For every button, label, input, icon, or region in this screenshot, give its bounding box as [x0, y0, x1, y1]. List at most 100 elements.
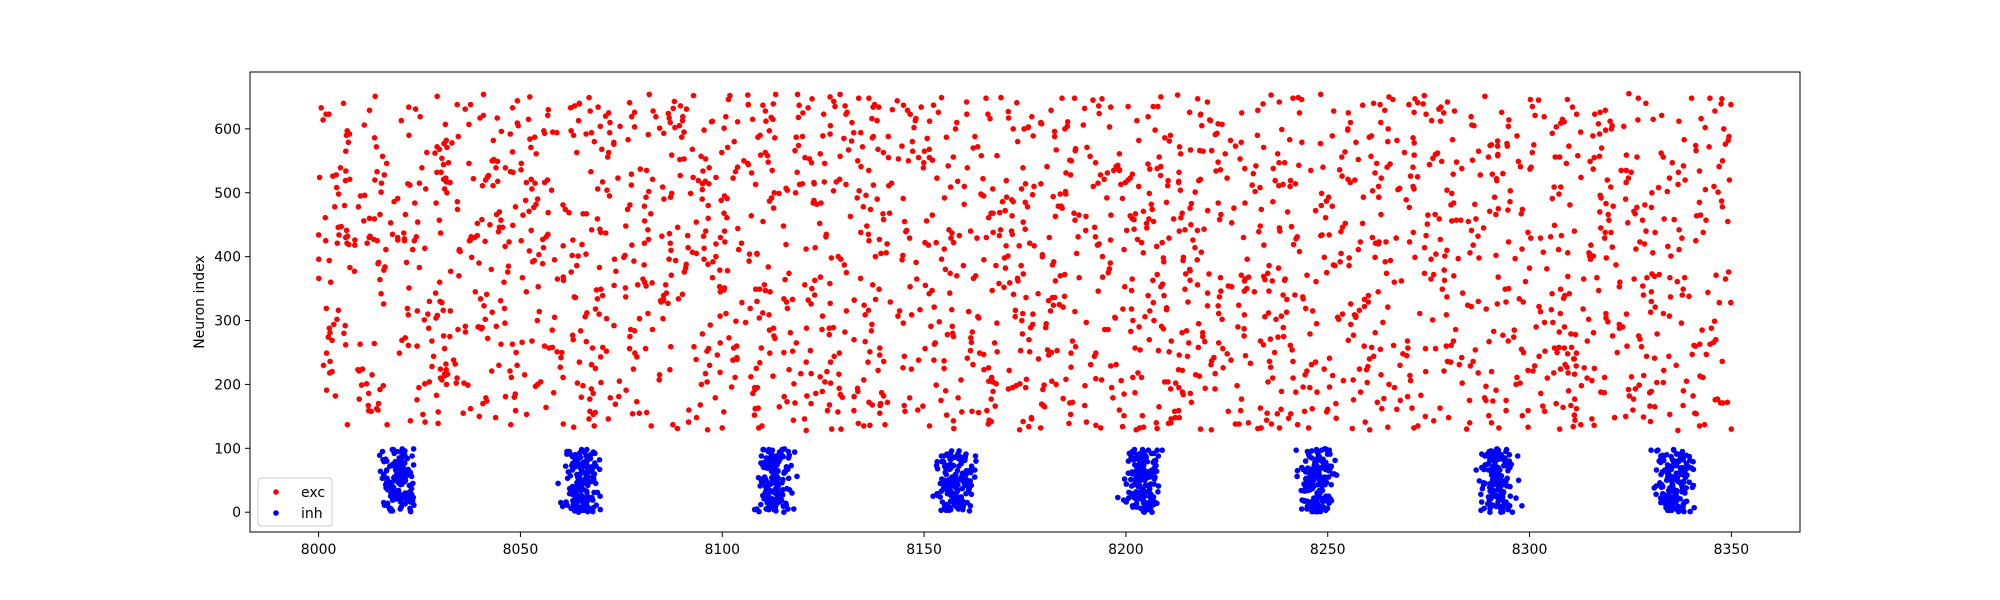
exc-spike-point: [1699, 327, 1705, 333]
exc-spike-point: [734, 356, 740, 363]
exc-spike-point: [1257, 223, 1264, 229]
exc-spike-point: [549, 327, 555, 333]
inh-spike-point: [958, 494, 964, 500]
inh-spike-point: [946, 462, 952, 468]
exc-spike-point: [356, 368, 363, 374]
exc-spike-point: [1022, 199, 1028, 206]
exc-spike-point: [1231, 205, 1237, 211]
exc-spike-point: [1380, 319, 1386, 326]
inh-spike-point: [1318, 503, 1325, 510]
exc-spike-point: [1573, 350, 1580, 356]
exc-spike-point: [541, 128, 547, 134]
exc-spike-point: [986, 417, 992, 424]
inh-spike-point: [562, 463, 569, 470]
exc-spike-point: [335, 307, 342, 314]
exc-spike-point: [342, 234, 349, 241]
exc-spike-point: [1140, 250, 1147, 256]
inh-spike-point: [1478, 491, 1484, 498]
exc-spike-point: [894, 98, 900, 104]
inh-spike-point: [584, 473, 590, 479]
exc-spike-point: [1264, 410, 1270, 417]
exc-spike-point: [535, 283, 541, 290]
exc-spike-point: [1505, 285, 1512, 292]
exc-spike-point: [1164, 182, 1171, 189]
exc-spike-point: [767, 289, 773, 295]
exc-spike-point: [974, 235, 980, 241]
exc-spike-point: [931, 357, 937, 363]
inh-spike-point: [570, 490, 577, 497]
exc-spike-point: [1337, 259, 1343, 265]
exc-spike-point: [455, 326, 461, 333]
exc-spike-point: [924, 135, 930, 142]
exc-spike-point: [861, 377, 867, 383]
y-tick-label: 0: [232, 505, 241, 521]
exc-spike-point: [577, 328, 584, 334]
inh-spike-point: [766, 460, 773, 467]
exc-spike-point: [1535, 97, 1542, 103]
exc-spike-point: [942, 266, 949, 273]
exc-spike-point: [827, 122, 834, 129]
exc-spike-point: [1179, 210, 1185, 216]
exc-spike-point: [661, 130, 667, 137]
exc-spike-point: [768, 195, 775, 201]
exc-spike-point: [476, 324, 482, 330]
exc-spike-point: [713, 253, 719, 260]
exc-spike-point: [1650, 116, 1656, 123]
exc-spike-point: [550, 389, 557, 396]
exc-spike-point: [872, 296, 879, 303]
exc-spike-point: [456, 246, 463, 253]
exc-spike-point: [570, 336, 576, 343]
exc-spike-point: [903, 227, 910, 234]
inh-spike-point: [1132, 476, 1138, 483]
exc-spike-point: [1147, 166, 1153, 172]
exc-spike-point: [1495, 151, 1501, 158]
inh-spike-point: [763, 455, 770, 461]
exc-spike-point: [510, 169, 516, 176]
exc-spike-point: [1012, 313, 1018, 320]
exc-spike-point: [1444, 99, 1451, 105]
exc-spike-point: [551, 314, 558, 321]
exc-spike-point: [1194, 227, 1201, 234]
exc-spike-point: [772, 135, 778, 141]
exc-spike-point: [631, 124, 638, 130]
exc-spike-point: [361, 192, 368, 199]
exc-spike-point: [659, 233, 665, 239]
exc-spike-point: [1290, 358, 1296, 365]
exc-spike-point: [433, 392, 440, 399]
exc-spike-point: [1667, 294, 1674, 300]
exc-spike-point: [1671, 216, 1677, 223]
exc-spike-point: [861, 423, 867, 429]
exc-spike-point: [641, 240, 648, 246]
exc-spike-point: [882, 421, 888, 428]
exc-spike-point: [827, 131, 833, 137]
exc-spike-point: [1116, 407, 1123, 413]
exc-spike-point: [1009, 213, 1015, 219]
exc-spike-point: [1199, 329, 1206, 336]
exc-spike-point: [1325, 194, 1332, 200]
exc-spike-point: [656, 125, 663, 131]
exc-spike-point: [1076, 212, 1082, 218]
exc-spike-point: [443, 366, 450, 373]
exc-spike-point: [990, 229, 996, 236]
exc-spike-point: [492, 414, 499, 421]
exc-spike-point: [468, 254, 475, 261]
exc-spike-point: [842, 103, 848, 109]
exc-spike-point: [1440, 110, 1447, 116]
exc-spike-point: [1069, 338, 1076, 344]
inh-spike-point: [592, 450, 598, 457]
exc-spike-point: [558, 354, 564, 361]
exc-spike-point: [883, 250, 889, 256]
exc-spike-point: [1664, 188, 1671, 195]
exc-spike-point: [381, 172, 388, 178]
exc-spike-point: [1317, 140, 1324, 147]
exc-spike-point: [1407, 372, 1413, 379]
exc-spike-point: [762, 287, 769, 294]
exc-spike-point: [795, 114, 802, 121]
exc-spike-point: [947, 270, 953, 277]
exc-spike-point: [1568, 344, 1575, 351]
exc-spike-point: [1505, 123, 1512, 130]
exc-spike-point: [1516, 296, 1523, 302]
exc-spike-point: [830, 188, 837, 194]
exc-spike-point: [1566, 143, 1572, 149]
inh-spike-point: [1666, 488, 1672, 494]
